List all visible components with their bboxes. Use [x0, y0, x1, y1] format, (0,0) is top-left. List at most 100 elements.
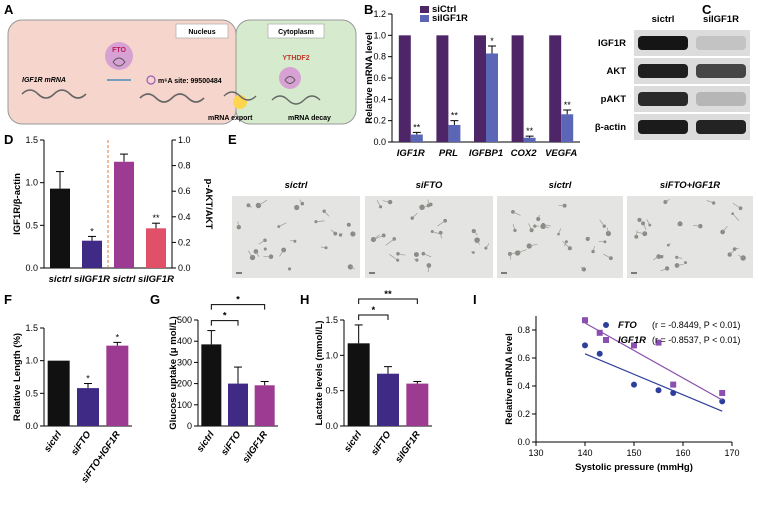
panel-label-G: G — [150, 292, 160, 307]
cell-process — [279, 249, 284, 257]
cell-process — [373, 234, 380, 240]
methylated-mrna-strand — [139, 93, 205, 103]
y-tick-label: 0.4 — [517, 381, 530, 391]
significance-mark: ** — [384, 289, 392, 300]
western-row-label: IGF1R — [598, 38, 626, 49]
cell-process — [432, 231, 440, 235]
m6a-site-label: m⁶A site: 99500484 — [158, 78, 222, 85]
ythdf2-protein — [279, 67, 301, 89]
significance-mark: ** — [451, 111, 459, 121]
micrograph-label: siFTO — [416, 180, 443, 191]
bar — [106, 345, 129, 426]
y-tick-label: 400 — [177, 336, 192, 346]
cell-process — [668, 242, 671, 246]
cell-process — [424, 204, 431, 207]
y-tick-label: 0.8 — [178, 161, 191, 171]
bar — [398, 35, 411, 143]
western-band — [696, 36, 746, 50]
bar — [347, 343, 370, 426]
data-point — [719, 398, 726, 405]
cell-process — [296, 205, 299, 208]
cell-process — [258, 199, 268, 206]
micrograph-image — [497, 196, 623, 278]
x-tick-label: sictrl — [49, 274, 72, 285]
y-tick-label: 0.5 — [325, 386, 338, 396]
significance-mark: * — [90, 226, 94, 236]
decayed-mrna-strand — [271, 95, 321, 105]
cell-process — [397, 253, 406, 256]
cell-process — [732, 213, 740, 221]
cell-body — [656, 254, 661, 259]
y-tick-label: 200 — [177, 379, 192, 389]
micrograph-label: sictrl — [549, 180, 572, 191]
x-tick-label: siFTO — [69, 429, 94, 458]
x-tick-label: siIGF1R — [241, 429, 271, 465]
y-tick-label: 1.0 — [373, 30, 386, 40]
western-col-label: sictrl — [652, 14, 675, 25]
panel-label-F: F — [4, 292, 12, 307]
x-axis-title: Systolic pressure (mmHg) — [575, 462, 693, 473]
chart-d: 0.00.51.01.50.00.20.40.60.81.0IGF1R/β-ac… — [12, 135, 214, 285]
cell-process — [537, 214, 540, 220]
cell-process — [340, 233, 343, 236]
nucleus-label: Nucleus — [188, 29, 215, 36]
diagram-a: Nucleus Cytoplasm FTO IGF1R mRNA m⁶A site: 9… — [7, 19, 357, 125]
panel-label-H: H — [300, 292, 309, 307]
y-axis-title: Lactate levels (mmol/L) — [314, 320, 325, 425]
cell-process — [237, 221, 240, 228]
data-point — [631, 342, 637, 349]
western-band — [696, 92, 746, 106]
cell-process — [440, 232, 442, 239]
y-tick-label: 1.5 — [325, 315, 338, 325]
cell-process — [427, 265, 430, 273]
y-tick-label: 0.0 — [325, 421, 338, 431]
nucleus-label-box — [175, 23, 229, 39]
bar — [228, 383, 248, 426]
cell-process — [485, 243, 490, 249]
cell-process — [543, 225, 549, 229]
y-tick-label: 1.5 — [25, 135, 38, 145]
bar — [549, 35, 562, 143]
cell-process — [738, 254, 744, 259]
cell-process — [389, 253, 398, 261]
cell-process — [248, 205, 252, 208]
data-point — [670, 390, 677, 396]
data-point — [655, 387, 662, 394]
data-point — [596, 350, 603, 357]
bar — [254, 385, 275, 426]
cell-process — [385, 238, 395, 246]
legend-marker — [603, 322, 609, 328]
bar — [511, 35, 524, 143]
western-band — [638, 36, 688, 50]
bar — [377, 373, 399, 426]
cell-process — [321, 246, 327, 249]
y-tick-label: 0.0 — [517, 437, 530, 447]
bar — [436, 35, 449, 143]
micrograph-row-e: sictrl siFTO sictrl siFTO+IGF1R — [232, 180, 753, 278]
cell-process — [606, 227, 609, 234]
cell-body — [533, 224, 537, 228]
significance-mark: * — [371, 305, 375, 316]
y-tick-label: 1.0 — [25, 178, 38, 188]
micrograph-label: siFTO+IGF1R — [660, 180, 720, 191]
y-tick-label: 0.4 — [373, 94, 386, 104]
significance-mark: * — [236, 295, 240, 306]
micrograph-label: sictrl — [285, 180, 308, 191]
y-tick-label: 1.5 — [25, 323, 38, 333]
cell-process — [315, 220, 325, 223]
x-tick-label: sictrl — [195, 429, 217, 454]
cell-process — [287, 268, 290, 270]
cell-process — [258, 239, 266, 245]
data-point — [655, 339, 662, 346]
bar — [146, 228, 166, 268]
significance-mark: * — [116, 332, 120, 342]
y-tick-label: 0.4 — [178, 212, 191, 222]
chart-i: 0.0 0.2 0.4 0.6 0.8 130 140 150 160 170 Systolic p… — [504, 316, 740, 473]
cell-process — [330, 229, 336, 234]
y-tick-label: 300 — [177, 357, 192, 367]
cell-process — [299, 199, 303, 204]
y-tick-label: 1.0 — [25, 356, 38, 366]
y-axis-title-right: p-AKT/AKT — [203, 179, 214, 230]
